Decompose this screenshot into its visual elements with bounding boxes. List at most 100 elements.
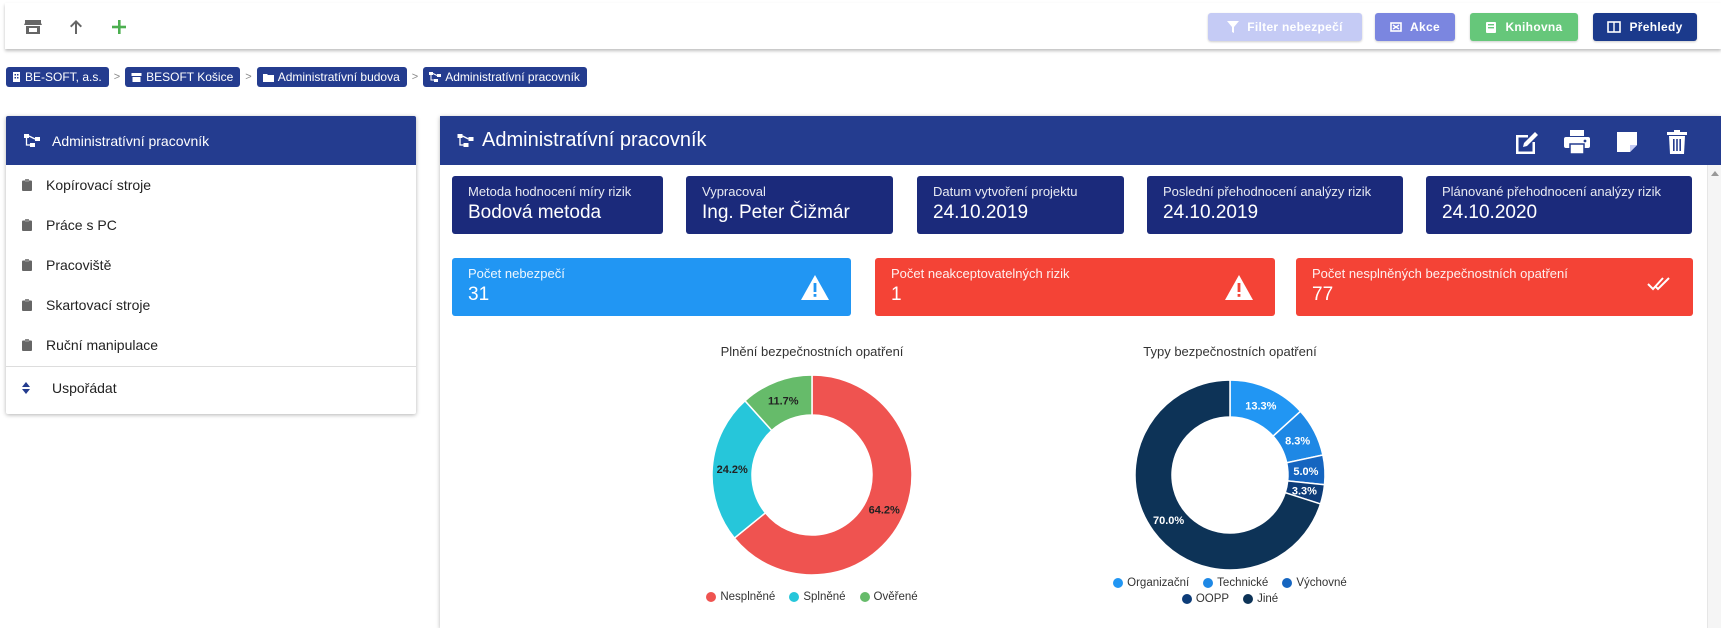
breadcrumb: BE-SOFT, a.s. > BESOFT Košice > Administ… [6,67,587,87]
legend-item[interactable]: Technické [1203,577,1268,589]
stat-card-label: Počet nebezpečí [468,266,565,281]
sidebar-item-pracoviste[interactable]: Pracoviště [6,245,416,285]
breadcrumb-separator: > [245,71,252,83]
sidebar-header[interactable]: Administratívní pracovník [6,116,416,165]
sidebar: Administratívní pracovník Kopírovací str… [6,116,416,414]
sidebar-item-kopirovaci-stroje[interactable]: Kopírovací stroje [6,165,416,205]
chart-title: Plnění bezpečnostních opatření [720,344,904,359]
knihovna-label: Knihovna [1505,20,1563,34]
note-button[interactable] [1613,128,1641,156]
donut-chart-types: 13.3% 8.3% 5.0% 3.3% 70.0% [1134,379,1326,571]
sidebar-item-label: Pracoviště [46,257,112,273]
breadcrumb-item-branch[interactable]: BESOFT Košice [125,67,241,87]
donut-slice-nesplněné[interactable] [733,374,913,576]
breadcrumb-separator: > [113,71,121,83]
sort-label: Uspořádat [52,380,117,396]
book-icon [1486,21,1497,33]
legend-swatch [1243,594,1254,604]
legend-swatch [789,592,800,602]
info-card-author: Vypracoval Ing. Peter Čižmár [686,176,893,234]
clipboard-icon [22,219,32,231]
info-card-method: Metoda hodnocení míry rizik Bodová metod… [452,176,663,234]
warning-icon [1225,275,1253,300]
legend-label: Technické [1217,577,1269,589]
main-actions [1513,128,1691,156]
chart-legend: Nesplněné Splněné Ověřené [632,591,992,603]
legend-item[interactable]: Výchovné [1282,577,1347,589]
info-card-last-review: Poslední přehodnocení analýzy rizik 24.1… [1147,176,1403,234]
slice-label: 70.0% [1153,515,1184,527]
legend-swatch [859,592,870,602]
breadcrumb-item-building[interactable]: Administratívní budova [256,67,407,87]
legend-item[interactable]: Ověřené [859,591,918,603]
legend-item[interactable]: Jiné [1243,593,1278,605]
legend-label: Organizační [1127,577,1190,589]
edit-icon [1516,132,1538,154]
prehledy-button[interactable]: Přehledy [1593,13,1697,41]
print-button[interactable] [1563,128,1591,156]
legend-label: OOPP [1195,593,1230,605]
donut-slice-ověřené[interactable] [743,374,813,432]
knihovna-button[interactable]: Knihovna [1470,13,1578,41]
legend-item[interactable]: Organizační [1113,577,1189,589]
sidebar-item-label: Kopírovací stroje [46,177,152,193]
stat-card-value: 31 [468,284,490,305]
sidebar-item-skartovaci-stroje[interactable]: Skartovací stroje [6,285,416,325]
legend-item[interactable]: Nesplněné [706,591,775,603]
double-check-icon [1647,277,1670,291]
building-icon [13,72,20,82]
filter-hazards-button[interactable]: Filter nebezpečí [1208,13,1362,41]
hierarchy-icon [457,134,474,147]
clipboard-icon [22,179,32,191]
page-title: Administratívní pracovník [482,129,707,151]
stat-card-unacceptable-risks[interactable]: Počet neakceptovatelných rizik 1 [875,258,1275,316]
top-toolbar: Filter nebezpečí Akce Knihovna Přehledy [5,3,1721,49]
legend-item[interactable]: Splněné [789,591,846,603]
info-card-label: Poslední přehodnocení analýzy rizik [1163,184,1372,199]
sidebar-title: Administratívní pracovník [52,132,210,149]
scroll-up-arrow[interactable] [1711,171,1719,176]
slice-label: 24.2% [717,464,748,476]
info-card-label: Vypracoval [702,184,766,199]
trash-icon [1667,130,1687,154]
sidebar-item-label: Skartovací stroje [46,297,151,313]
slice-label: 8.3% [1285,435,1310,447]
legend-item[interactable]: OOPP [1181,593,1230,605]
sort-button[interactable]: Uspořádat [6,367,416,409]
stat-card-hazards[interactable]: Počet nebezpečí 31 [452,258,851,316]
hierarchy-icon [24,134,40,147]
slice-label: 64.2% [869,504,900,516]
stat-card-value: 1 [891,284,902,305]
breadcrumb-label: Administratívní pracovník [445,70,580,84]
breadcrumb-label: BE-SOFT, a.s. [25,70,102,84]
add-icon[interactable] [109,17,129,37]
breadcrumb-item-position[interactable]: Administratívní pracovník [423,67,587,87]
filter-icon [1227,21,1240,33]
stat-card-unfulfilled-measures[interactable]: Počet nesplněných bezpečnostních opatřen… [1296,258,1693,316]
info-card-value: 24.10.2020 [1442,202,1538,223]
filter-hazards-label: Filter nebezpečí [1247,20,1343,34]
info-card-label: Metoda hodnocení míry rizik [468,184,632,199]
sidebar-item-label: Práce s PC [46,217,117,233]
delete-button[interactable] [1663,128,1691,156]
akce-button[interactable]: Akce [1375,13,1455,41]
edit-button[interactable] [1513,128,1541,156]
breadcrumb-label: Administratívní budova [277,70,400,84]
store-icon[interactable] [23,17,43,37]
prehledy-label: Přehledy [1629,20,1683,34]
info-card-label: Datum vytvoření projektu [933,184,1078,199]
legend-swatch [1181,594,1192,604]
donut-slice-jiné[interactable] [1134,379,1322,571]
sidebar-item-rucni-manipulace[interactable]: Ruční manipulace [6,325,416,365]
breadcrumb-label: BESOFT Košice [146,70,234,84]
action-icon [1390,22,1402,32]
breadcrumb-item-company[interactable]: BE-SOFT, a.s. [6,67,109,87]
vertical-scrollbar[interactable] [1707,165,1721,628]
slice-label: 13.3% [1245,401,1276,413]
arrow-up-icon[interactable] [66,17,86,37]
sidebar-item-prace-s-pc[interactable]: Práce s PC [6,205,416,245]
legend-swatch [1282,578,1293,588]
sort-icon [22,382,30,394]
overview-icon [1607,21,1622,33]
folder-icon [262,73,274,82]
